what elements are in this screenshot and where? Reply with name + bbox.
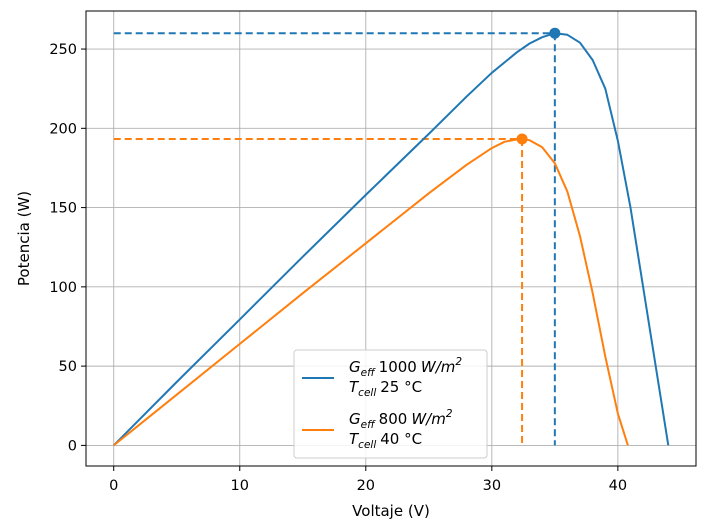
legend-value: 40 °C (380, 430, 422, 448)
mpp-reference-lines (113, 32, 556, 446)
x-tick-label: 0 (109, 478, 118, 494)
legend-box (293, 349, 488, 459)
x-tick-label: 30 (483, 478, 501, 494)
legend-symbol: T (349, 378, 360, 396)
legend-symbol: G (349, 410, 361, 428)
legend-symbol: G (349, 358, 361, 376)
legend-value: 25 °C (380, 378, 422, 396)
legend-value: 800 (379, 410, 408, 428)
legend-superscript: 2 (455, 356, 462, 368)
mpp-markers (516, 27, 561, 145)
legend-superscript: 2 (446, 408, 453, 420)
y-tick-label: 200 (49, 121, 77, 137)
y-tick-label: 250 (49, 42, 77, 58)
series-line-1 (112, 32, 670, 447)
legend-subscript: cell (358, 439, 376, 451)
legend-value: 1000 (379, 358, 417, 376)
y-tick-label: 0 (68, 438, 77, 454)
legend-label-series-2-line2: Tcell 40 °C (349, 430, 422, 451)
legend-symbol: T (349, 430, 360, 448)
y-tick-label: 50 (59, 359, 77, 375)
axis-ticks: 0 10 20 30 40 0 50 100 150 200 250 (49, 42, 627, 494)
legend-subscript: eff (361, 367, 376, 379)
legend: Geff 1000 W/m2 Tcell 25 °C Geff 800 W/m2 Tcel… (293, 349, 488, 459)
x-tick-label: 20 (357, 478, 375, 494)
x-tick-label: 10 (231, 478, 249, 494)
legend-label-series-2-line1: Geff 800 W/m2 (349, 408, 453, 431)
mpp-marker-series-2 (516, 133, 528, 145)
mpp-marker-series-1 (549, 27, 561, 39)
y-tick-label: 100 (49, 280, 77, 296)
legend-label-series-1-line1: Geff 1000 W/m2 (349, 356, 462, 379)
legend-subscript: cell (358, 387, 376, 399)
legend-unit: W/m (421, 358, 456, 376)
x-tick-label: 40 (609, 478, 627, 494)
legend-label-series-1-line2: Tcell 25 °C (349, 378, 422, 399)
y-tick-label: 150 (49, 201, 77, 217)
y-axis-title: Potencia (W) (15, 191, 33, 286)
x-axis-title: Voltaje (V) (352, 502, 430, 520)
plot-frame (85, 10, 697, 467)
legend-unit: W/m (411, 410, 446, 428)
legend-subscript: eff (361, 419, 376, 431)
